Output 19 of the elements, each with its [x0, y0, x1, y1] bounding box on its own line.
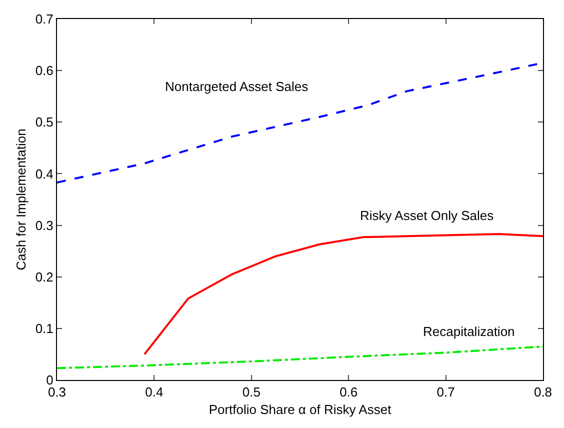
x-tick-label: 0.7: [436, 384, 455, 400]
series-label: Risky Asset Only Sales: [360, 208, 494, 223]
line-series: [57, 345, 543, 370]
x-tick-label: 0.4: [145, 384, 164, 400]
y-tick-label: 0.3: [35, 218, 54, 233]
x-tick-label: 0.5: [242, 384, 260, 400]
y-axis-title: Cash for Implementation: [13, 128, 28, 270]
y-tick-label: 0.2: [35, 269, 54, 284]
y-tick-label: 0.6: [35, 63, 54, 78]
y-tick-label: 0.5: [35, 114, 54, 130]
series-label: Nontargeted Asset Sales: [165, 79, 309, 94]
y-tick-label: 0.4: [35, 166, 54, 182]
y-tick-label: 0.1: [35, 320, 54, 336]
line-series: [143, 233, 543, 356]
y-tick-label: 0.7: [35, 12, 54, 27]
x-axis-title: Portfolio Share α of Risky Asset: [208, 402, 392, 418]
x-tick-label: 0.6: [340, 384, 358, 400]
series-label: Recapitalization: [423, 324, 515, 339]
x-tick-label: 0.8: [534, 384, 552, 400]
